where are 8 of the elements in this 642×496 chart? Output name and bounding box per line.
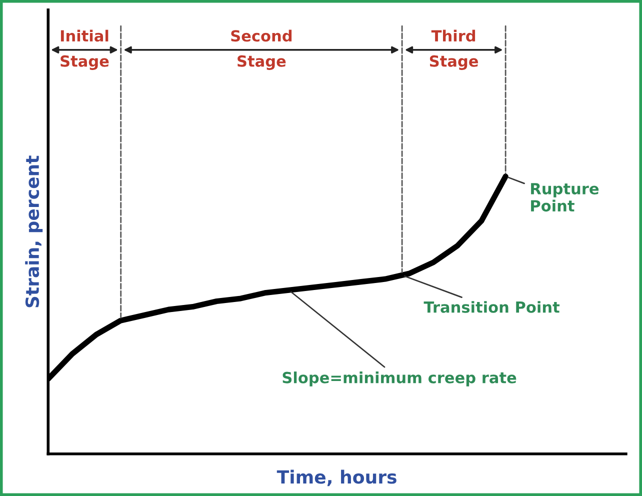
annotation: Transition Point — [424, 301, 560, 313]
text: Initial Stage — [60, 30, 109, 70]
annotation: Slope=minimum creep rate — [282, 372, 516, 386]
text: Second Stage — [231, 30, 292, 70]
text: Third Stage — [430, 30, 478, 70]
y-axis-title: Strain, percent — [25, 156, 43, 308]
x-axis-title: Time, hours — [276, 470, 396, 486]
annotation: Rupture Point — [531, 183, 599, 212]
